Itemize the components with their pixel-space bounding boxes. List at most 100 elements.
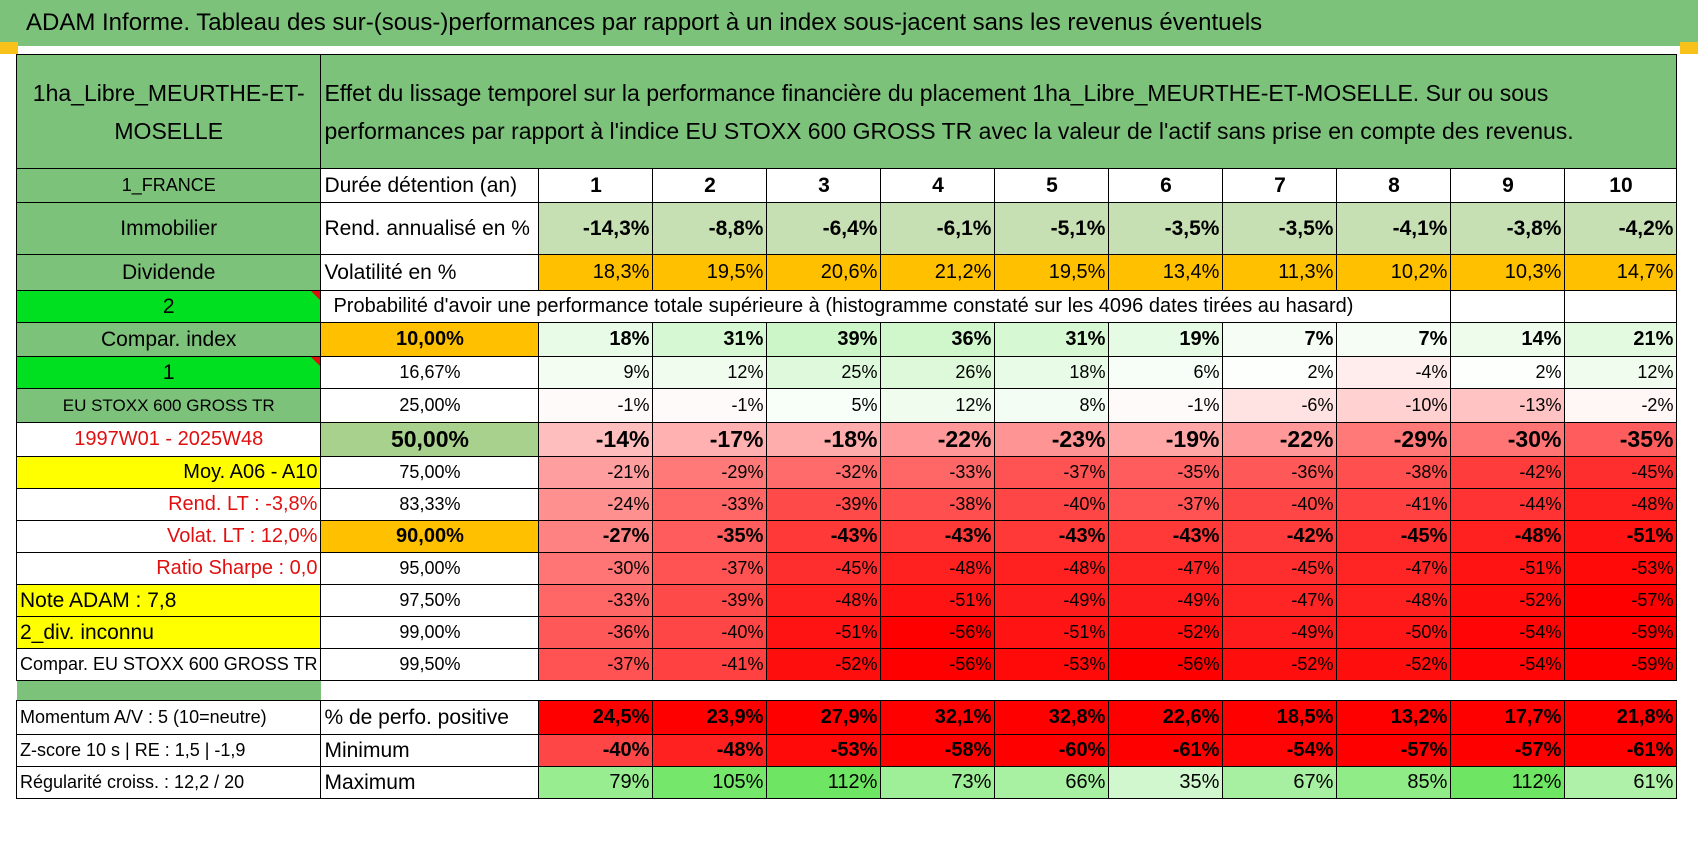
percentile-cell: 95,00% xyxy=(320,552,540,585)
percentile-value-cell: -48% xyxy=(766,584,882,617)
percentile-value-cell: -10% xyxy=(1336,388,1452,423)
minimum-cell: -58% xyxy=(880,734,996,767)
duration-label: Durée détention (an) xyxy=(320,168,540,203)
regularity-cell: Régularité croiss. : 12,2 / 20 xyxy=(15,766,322,799)
percentile-value-cell: 14% xyxy=(1450,322,1566,357)
rend-cell: -4,2% xyxy=(1564,202,1678,255)
positive-cell: 21,8% xyxy=(1564,700,1678,735)
percentile-cell: 97,50% xyxy=(320,584,540,617)
rend-cell: -3,5% xyxy=(1108,202,1224,255)
percentile-value-cell: -52% xyxy=(1450,584,1566,617)
percentile-value-cell: -14% xyxy=(538,422,654,457)
percentile-value-cell: -52% xyxy=(1108,616,1224,649)
volat-lt-cell: Volat. LT : 12,0% xyxy=(15,520,322,553)
minimum-cell: -57% xyxy=(1450,734,1566,767)
percentile-value-cell: -6% xyxy=(1222,388,1338,423)
rend-cell: -6,4% xyxy=(766,202,882,255)
selector-b[interactable]: 1 xyxy=(15,356,322,389)
percentile-value-cell: -59% xyxy=(1564,648,1678,681)
volatility-label: Volatilité en % xyxy=(320,254,540,291)
percentile-value-cell: 7% xyxy=(1222,322,1338,357)
percentile-value-cell: -30% xyxy=(538,552,654,585)
percentile-value-cell: -43% xyxy=(766,520,882,553)
percentile-value-cell: -56% xyxy=(1108,648,1224,681)
percentile-value-cell: -1% xyxy=(538,388,654,423)
positive-cell: 27,9% xyxy=(766,700,882,735)
percentile-value-cell: -53% xyxy=(1564,552,1678,585)
percentile-value-cell: -36% xyxy=(538,616,654,649)
percentile-value-cell: -22% xyxy=(1222,422,1338,457)
positive-cell: 13,2% xyxy=(1336,700,1452,735)
percentile-value-cell: -29% xyxy=(1336,422,1452,457)
percentile-value-cell: -17% xyxy=(652,422,768,457)
volatility-cell: 18,3% xyxy=(538,254,654,291)
percentile-value-cell: 18% xyxy=(538,322,654,357)
right-edge-marker xyxy=(1680,42,1698,54)
year-cell: 10 xyxy=(1564,168,1678,203)
spacer xyxy=(321,681,1677,701)
percentile-value-cell: -18% xyxy=(766,422,882,457)
volatility-cell: 11,3% xyxy=(1222,254,1338,291)
volatility-cell: 10,2% xyxy=(1336,254,1452,291)
percentile-value-cell: -47% xyxy=(1336,552,1452,585)
percentile-value-cell: -42% xyxy=(1222,520,1338,553)
positive-cell: 32,8% xyxy=(994,700,1110,735)
blank-cell xyxy=(1450,290,1566,323)
percentile-value-cell: 19% xyxy=(1108,322,1224,357)
zscore-cell: Z-score 10 s | RE : 1,5 | -1,9 xyxy=(15,734,322,767)
percentile-value-cell: -1% xyxy=(1108,388,1224,423)
positive-cell: 18,5% xyxy=(1222,700,1338,735)
percentile-value-cell: -29% xyxy=(652,456,768,489)
percentile-value-cell: -51% xyxy=(1450,552,1566,585)
percentile-value-cell: -33% xyxy=(880,456,996,489)
minimum-cell: -57% xyxy=(1336,734,1452,767)
rend-cell: -3,8% xyxy=(1450,202,1566,255)
maximum-cell: 66% xyxy=(994,766,1110,799)
percentile-value-cell: -44% xyxy=(1450,488,1566,521)
percentile-value-cell: -54% xyxy=(1450,648,1566,681)
rend-label: Rend. annualisé en % xyxy=(320,202,540,255)
positive-cell: 32,1% xyxy=(880,700,996,735)
percentile-cell: 90,00% xyxy=(320,520,540,553)
percentile-value-cell: -52% xyxy=(1222,648,1338,681)
year-cell: 3 xyxy=(766,168,882,203)
percentile-value-cell: 39% xyxy=(766,322,882,357)
maximum-cell: 105% xyxy=(652,766,768,799)
compar-index-label: Compar. index xyxy=(15,322,322,357)
report-title: ADAM Informe. Tableau des sur-(sous-)per… xyxy=(0,0,1698,46)
percentile-value-cell: -52% xyxy=(1336,648,1452,681)
performance-table: 1ha_Libre_MEURTHE-ET-MOSELLE Effet du li… xyxy=(15,54,1678,799)
percentile-value-cell: 12% xyxy=(880,388,996,423)
percentile-cell: 50,00% xyxy=(320,422,540,457)
note-cell: Note ADAM : 7,8 xyxy=(15,584,322,617)
percentile-value-cell: -37% xyxy=(652,552,768,585)
percentile-value-cell: -57% xyxy=(1564,584,1678,617)
percentile-value-cell: 9% xyxy=(538,356,654,389)
type-cell: Dividende xyxy=(15,254,322,291)
compar-full-cell: Compar. EU STOXX 600 GROSS TR xyxy=(15,648,322,681)
percentile-value-cell: 25% xyxy=(766,356,882,389)
percentile-value-cell: -19% xyxy=(1108,422,1224,457)
positive-cell: 22,6% xyxy=(1108,700,1224,735)
volatility-cell: 20,6% xyxy=(766,254,882,291)
percentile-value-cell: 7% xyxy=(1336,322,1452,357)
minimum-label: Minimum xyxy=(320,734,540,767)
category-cell: Immobilier xyxy=(15,202,322,255)
maximum-cell: 61% xyxy=(1564,766,1678,799)
minimum-cell: -61% xyxy=(1564,734,1678,767)
percentile-value-cell: 21% xyxy=(1564,322,1678,357)
positive-label: % de perfo. positive xyxy=(320,700,540,735)
percentile-value-cell: 18% xyxy=(994,356,1110,389)
minimum-cell: -40% xyxy=(538,734,654,767)
maximum-cell: 112% xyxy=(1450,766,1566,799)
percentile-value-cell: -54% xyxy=(1450,616,1566,649)
rend-cell: -6,1% xyxy=(880,202,996,255)
percentile-value-cell: -33% xyxy=(538,584,654,617)
percentile-cell: 10,00% xyxy=(320,322,540,357)
positive-cell: 23,9% xyxy=(652,700,768,735)
maximum-cell: 73% xyxy=(880,766,996,799)
percentile-value-cell: -37% xyxy=(994,456,1110,489)
sharpe-cell: Ratio Sharpe : 0,0 xyxy=(15,552,322,585)
percentile-value-cell: -47% xyxy=(1108,552,1224,585)
selector-a[interactable]: 2 xyxy=(15,290,322,323)
